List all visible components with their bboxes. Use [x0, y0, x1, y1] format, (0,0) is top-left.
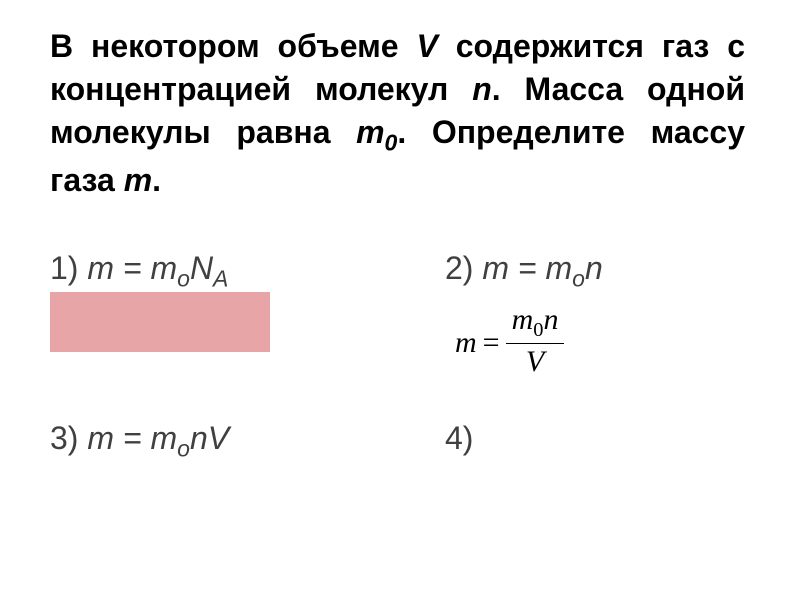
frac-num: m0n: [506, 303, 565, 343]
q-m0-sub: 0: [385, 130, 398, 156]
opt2-eq: =: [509, 250, 545, 286]
option-1: 1) m = moNA: [50, 250, 228, 292]
opt3-sub1: o: [177, 435, 190, 461]
opt1-eq: =: [114, 250, 150, 286]
opt2-num: 2): [445, 250, 482, 286]
opt3-lhs: m: [87, 420, 114, 456]
q-p5: .: [152, 162, 161, 198]
opt1-sub1: o: [177, 265, 190, 291]
frac-lhs: m: [455, 326, 477, 360]
option-2: 2) m = mon: [445, 250, 603, 292]
frac-eq: =: [477, 326, 506, 360]
opt3-tail: nV: [190, 420, 229, 456]
opt2-sub1: o: [572, 265, 585, 291]
answers-area: 1) m = moNA 2) m = mon m = m0n V 3) m = …: [50, 250, 745, 510]
opt1-tail: N: [190, 250, 213, 286]
opt2-lhs: m: [482, 250, 509, 286]
option-4-fraction: m = m0n V: [455, 305, 564, 381]
opt1-lhs: m: [87, 250, 114, 286]
q-v: V: [417, 28, 438, 64]
opt3-rhs-base: m: [150, 420, 177, 456]
q-m0: m: [356, 114, 384, 150]
frac-den: V: [520, 344, 550, 379]
opt4-num: 4): [445, 420, 473, 456]
opt2-tail: n: [585, 250, 603, 286]
q-m: m: [124, 162, 152, 198]
opt1-rhs-base: m: [150, 250, 177, 286]
q-n: n: [472, 71, 492, 107]
frac-num-tail: n: [543, 303, 558, 336]
q-p1: В некотором объеме: [50, 28, 417, 64]
fraction-body: m0n V: [506, 303, 565, 379]
frac-num-sub: 0: [533, 319, 543, 341]
opt1-sub2: A: [213, 265, 228, 291]
opt3-num: 3): [50, 420, 87, 456]
option-3: 3) m = monV: [50, 420, 229, 462]
question-text: В некотором объеме V содержится газ с ко…: [50, 25, 745, 202]
highlight-rect: [50, 292, 270, 352]
option-4: 4): [445, 420, 473, 457]
opt2-rhs-base: m: [545, 250, 572, 286]
opt1-num: 1): [50, 250, 87, 286]
opt3-eq: =: [114, 420, 150, 456]
frac-num-base: m: [512, 303, 534, 336]
